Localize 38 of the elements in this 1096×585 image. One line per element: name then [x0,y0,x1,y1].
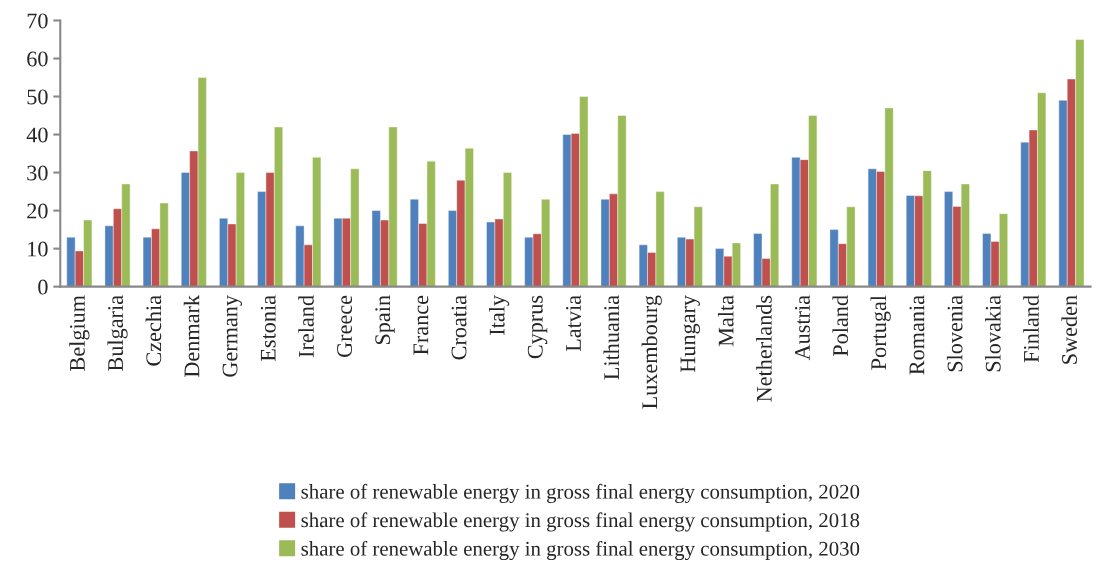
x-tick-label: Belgium [69,295,90,371]
x-tick-label: France [413,295,429,355]
y-tick-label: 50 [27,89,48,105]
x-tick-label: Italy [488,295,510,335]
x-tick-label: Finland [1023,295,1039,363]
x-tick-label: Greece [337,295,353,357]
y-tick-label: 30 [27,165,48,181]
x-tick-label: Latvia [566,295,581,352]
x-tick-label: Ireland [298,295,314,358]
x-tick-label: Netherlands [756,295,772,402]
x-tick-label: Hungary [680,295,700,373]
x-tick-label: Malta [717,295,734,347]
x-tick-label: Sweden [1061,295,1077,364]
legend-label: share of renewable energy in gross final energy consumption, 2018 [301,512,860,532]
x-tick-label: Germany [222,295,243,377]
x-tick-label: Spain [375,295,395,345]
legend-label: share of renewable energy in gross final energy consumption, 2030 [301,540,860,561]
x-tick-label: Portugal [870,295,891,370]
x-tick-label: Croatia [451,295,467,360]
x-tick-label: Romania [909,295,925,375]
legend-label: share of renewable energy in gross final energy consumption, 2020 [301,483,860,503]
x-tick-label: Luxembourg [641,295,662,409]
x-tick-label: Czechia [145,295,162,366]
x-tick-label: Cyprus [527,295,548,359]
x-tick-label: Bulgaria [107,295,128,371]
x-tick-label: Slovakia [985,295,1001,372]
x-tick-label: Estonia [260,295,276,361]
x-tick-label: Poland [832,295,849,357]
x-tick-label: Denmark [183,294,200,378]
y-tick-label: 60 [27,51,48,67]
y-tick-label: 10 [28,241,48,257]
y-tick-label: 20 [27,203,48,219]
x-tick-label: Slovenia [946,295,963,372]
y-tick-label: 0 [38,279,48,295]
y-tick-label: 70 [27,13,48,29]
x-tick-label: Austria [794,295,810,361]
x-tick-label: Lithuania [603,295,620,380]
y-tick-label: 40 [26,127,48,143]
